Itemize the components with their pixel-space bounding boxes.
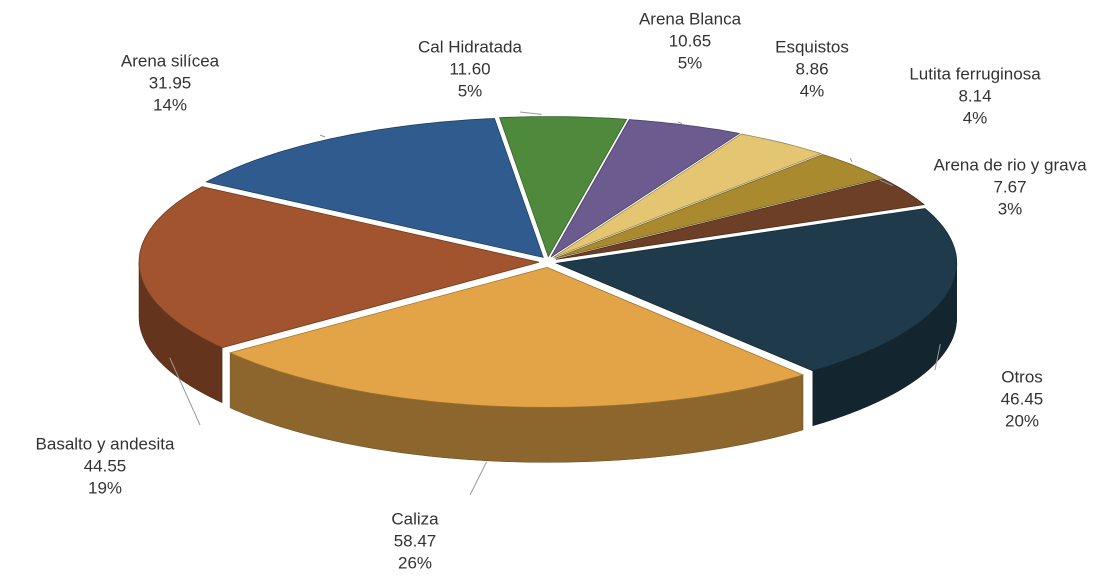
slice: [554, 154, 884, 259]
slice: [138, 186, 540, 349]
value-label: 46.45: [1001, 389, 1044, 408]
value-label: 58.47: [394, 531, 437, 550]
percent-label: 4%: [963, 108, 988, 127]
slice: [205, 118, 544, 258]
percent-label: 20%: [1005, 411, 1039, 430]
slice: [499, 116, 628, 258]
slice: [555, 178, 925, 260]
slice-label: Arena Blanca: [639, 9, 742, 28]
percent-label: 5%: [458, 81, 483, 100]
slice-label: Arena de rio y grava: [933, 155, 1087, 174]
value-label: 31.95: [149, 73, 192, 92]
slice-label: Cal Hidratada: [418, 37, 522, 56]
leader-line: [169, 357, 201, 426]
slice: [550, 119, 741, 258]
slice: [228, 266, 805, 408]
leader-line: [849, 157, 853, 163]
leader-line: [934, 343, 941, 371]
slice: [555, 208, 958, 372]
percent-label: 3%: [998, 199, 1023, 218]
leader-line: [677, 121, 683, 124]
slice: [552, 133, 823, 258]
value-label: 11.60: [449, 59, 490, 78]
value-label: 8.14: [958, 86, 991, 105]
slice-label: Caliza: [391, 509, 439, 528]
leader-line: [519, 111, 542, 115]
leader-line: [769, 139, 777, 142]
slice-label: Basalto y andesita: [36, 434, 175, 453]
leader-line: [879, 179, 893, 187]
value-label: 7.67: [993, 177, 1026, 196]
percent-label: 19%: [88, 478, 122, 497]
slice-label: Lutita ferruginosa: [909, 64, 1041, 83]
leader-line: [469, 461, 488, 496]
slice-label: Esquistos: [775, 37, 849, 56]
percent-label: 5%: [678, 53, 703, 72]
value-label: 8.86: [795, 59, 828, 78]
value-label: 44.55: [84, 456, 127, 475]
labels: Cal Hidratada 11.60 5% Arena Blanca 10.65 5% E…: [36, 9, 1088, 572]
percent-label: 14%: [153, 95, 187, 114]
leader-line: [319, 134, 326, 138]
value-label: 10.65: [669, 31, 712, 50]
slice-label: Otros: [1001, 367, 1043, 386]
percent-label: 4%: [800, 81, 825, 100]
slice-tops: [138, 116, 958, 408]
percent-label: 26%: [398, 553, 432, 572]
slice-label: Arena silícea: [121, 51, 220, 70]
